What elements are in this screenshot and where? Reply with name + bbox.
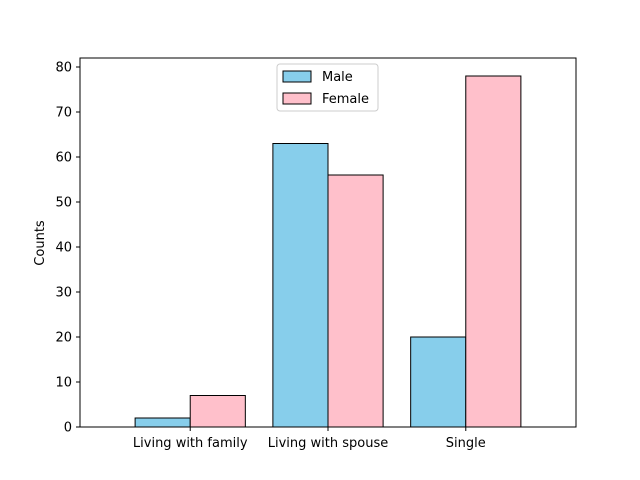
y-tick-label: 30 bbox=[55, 286, 72, 301]
y-tick-label: 50 bbox=[55, 196, 72, 211]
y-tick-label: 0 bbox=[64, 421, 72, 436]
bar-male-1 bbox=[272, 143, 329, 428]
legend: Male Female bbox=[276, 63, 379, 112]
bar-female-0 bbox=[189, 395, 246, 428]
bar-male-0 bbox=[134, 417, 191, 428]
bar-female-2 bbox=[465, 75, 522, 428]
bar-female-1 bbox=[327, 174, 384, 428]
bar-male-2 bbox=[410, 336, 467, 428]
y-tick-label: 40 bbox=[55, 241, 72, 256]
y-tick-label: 80 bbox=[55, 61, 72, 76]
bars-group bbox=[134, 75, 522, 428]
y-ticks-group: 0 10 20 30 40 50 60 70 80 bbox=[55, 61, 80, 436]
y-tick-label: 70 bbox=[55, 106, 72, 121]
x-tick-label: Single bbox=[446, 436, 486, 451]
legend-swatch-male bbox=[282, 70, 312, 83]
y-tick-label: 20 bbox=[55, 331, 72, 346]
legend-label-female: Female bbox=[322, 92, 369, 107]
y-tick-label: 10 bbox=[55, 376, 72, 391]
x-tick-label: Living with family bbox=[133, 436, 248, 451]
legend-label-male: Male bbox=[322, 70, 353, 85]
x-tick-label: Living with spouse bbox=[268, 436, 389, 451]
y-tick-label: 60 bbox=[55, 151, 72, 166]
y-axis-label: Counts bbox=[33, 220, 48, 266]
legend-swatch-female bbox=[282, 92, 312, 105]
x-ticks-group: Living with family Living with spouse Sing… bbox=[133, 427, 486, 451]
